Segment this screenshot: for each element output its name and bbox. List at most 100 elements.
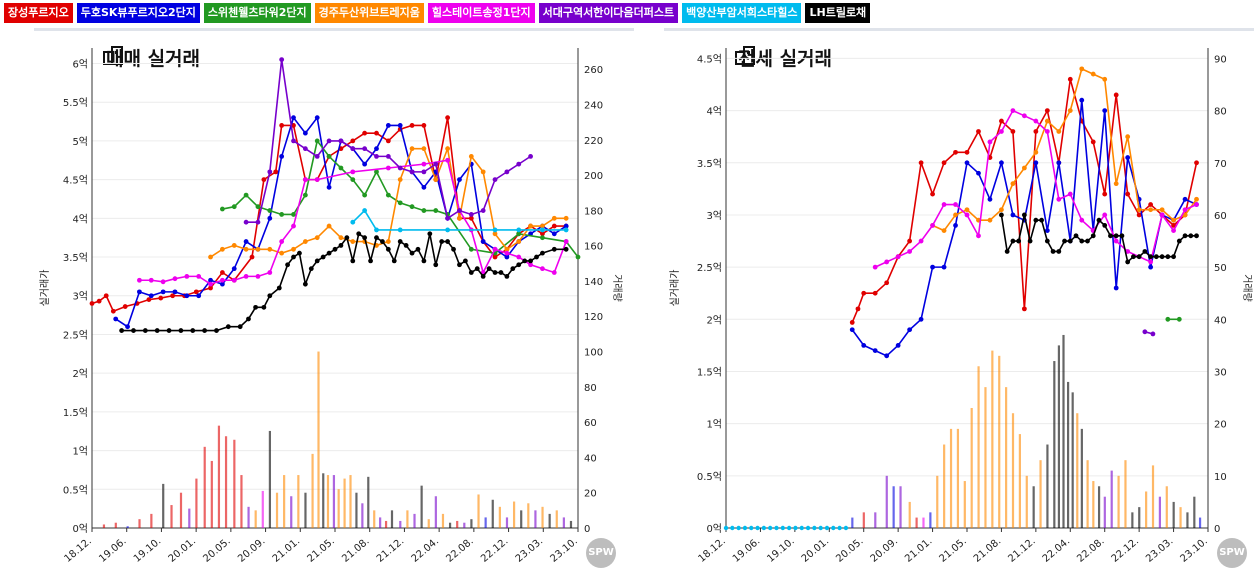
series-point bbox=[1102, 76, 1108, 82]
series-point bbox=[409, 169, 415, 175]
legend-item[interactable]: 힐스테이트송정1단지 bbox=[427, 3, 535, 23]
legend-item[interactable]: 백양산부암서희스타힐스 bbox=[682, 3, 802, 23]
volume-bar bbox=[1198, 517, 1202, 528]
series-point bbox=[255, 204, 261, 210]
volume-bar bbox=[102, 524, 106, 528]
series-point bbox=[563, 223, 569, 229]
series-point bbox=[385, 246, 391, 252]
series-point bbox=[941, 160, 947, 166]
series-point bbox=[231, 204, 237, 210]
series-point bbox=[504, 246, 510, 252]
volume-bar bbox=[317, 351, 320, 528]
series-point bbox=[1182, 212, 1188, 218]
series-point bbox=[445, 115, 451, 121]
series-point bbox=[243, 219, 249, 225]
series-point bbox=[89, 301, 95, 306]
series-point bbox=[1044, 238, 1050, 244]
series-point bbox=[350, 177, 356, 183]
series-point bbox=[433, 177, 439, 183]
series-point bbox=[941, 202, 947, 207]
series-point bbox=[462, 258, 468, 264]
volume-bar bbox=[247, 506, 250, 528]
series-point bbox=[480, 273, 486, 279]
volume-bar bbox=[1018, 434, 1021, 528]
series-point bbox=[849, 320, 855, 325]
legend-item[interactable]: LH트릴로채 bbox=[805, 3, 871, 23]
series-point bbox=[320, 254, 326, 260]
series-line bbox=[851, 79, 1198, 323]
volume-bar bbox=[1124, 460, 1127, 528]
series-point bbox=[492, 254, 498, 260]
series-point bbox=[1010, 181, 1016, 187]
series-point bbox=[1004, 249, 1010, 254]
volume-bar bbox=[555, 510, 558, 528]
series-point bbox=[249, 254, 255, 260]
series-point bbox=[1079, 238, 1085, 244]
series-point bbox=[1131, 254, 1136, 260]
series-point bbox=[326, 223, 332, 229]
series-point bbox=[237, 324, 243, 330]
series-point bbox=[999, 160, 1004, 166]
series-point bbox=[445, 157, 451, 163]
series-point bbox=[261, 304, 267, 310]
series-point bbox=[563, 246, 569, 252]
series-point bbox=[1073, 233, 1079, 239]
volume-bar bbox=[224, 436, 228, 528]
legend-item[interactable]: 두호SK뷰푸르지오2단지 bbox=[76, 3, 200, 23]
legend-item[interactable]: 장성푸르지오 bbox=[4, 3, 73, 23]
x-tick-label: 21.05. bbox=[305, 536, 336, 565]
series-point bbox=[208, 277, 213, 283]
y2-tick-label: 80 bbox=[1214, 107, 1227, 118]
series-point bbox=[457, 262, 462, 268]
series-point bbox=[415, 246, 421, 252]
series-point bbox=[302, 130, 308, 136]
series-point bbox=[302, 192, 308, 198]
series-point bbox=[1067, 238, 1073, 244]
baseline-marker bbox=[761, 525, 767, 531]
series-point bbox=[421, 258, 427, 264]
volume-bar bbox=[943, 444, 946, 528]
series-point bbox=[468, 212, 474, 217]
volume-bar bbox=[548, 513, 551, 528]
x-tick-label: 20.09. bbox=[236, 536, 267, 565]
legend-item[interactable]: 서대구역서한이다음더퍼스트 bbox=[538, 3, 679, 23]
series-point bbox=[1150, 331, 1156, 337]
series-point bbox=[498, 270, 504, 275]
y-tick-label: 4억 bbox=[706, 106, 722, 118]
volume-bar bbox=[275, 492, 279, 528]
series-point bbox=[1176, 238, 1182, 244]
series-point bbox=[1033, 118, 1039, 124]
legend-item[interactable]: 스위첸웰츠타워2단지 bbox=[203, 3, 311, 23]
series-point bbox=[504, 169, 510, 175]
series-point bbox=[338, 165, 344, 171]
series-point bbox=[563, 215, 569, 221]
series-point bbox=[445, 215, 451, 221]
series-point bbox=[540, 223, 545, 229]
y2-tick-label: 200 bbox=[584, 171, 603, 182]
legend-item[interactable]: 경주두산위브트레지움 bbox=[314, 3, 424, 23]
series-point bbox=[534, 254, 539, 260]
series-point bbox=[255, 246, 261, 252]
series-point bbox=[421, 161, 427, 167]
series-point bbox=[297, 250, 302, 256]
panel-title-text: 전세 실거래 bbox=[738, 48, 833, 70]
series-point bbox=[385, 153, 391, 159]
series-point bbox=[849, 327, 855, 333]
volume-bar bbox=[915, 517, 918, 528]
series-point bbox=[231, 277, 237, 283]
volume-bar bbox=[1046, 444, 1049, 528]
series-point bbox=[279, 123, 285, 128]
y2-tick-label: 40 bbox=[1214, 315, 1227, 326]
series-point bbox=[119, 328, 125, 333]
series-point bbox=[137, 289, 142, 295]
series-point bbox=[267, 208, 273, 213]
x-tick-label: 21.05. bbox=[937, 536, 968, 565]
panel-top-rule bbox=[34, 28, 634, 31]
baseline-marker bbox=[824, 525, 830, 531]
series-point bbox=[1125, 134, 1131, 140]
volume-bar bbox=[569, 520, 573, 528]
series-point bbox=[1044, 129, 1050, 134]
series-point bbox=[953, 202, 958, 207]
series-point bbox=[492, 270, 498, 275]
series-point bbox=[872, 264, 878, 270]
